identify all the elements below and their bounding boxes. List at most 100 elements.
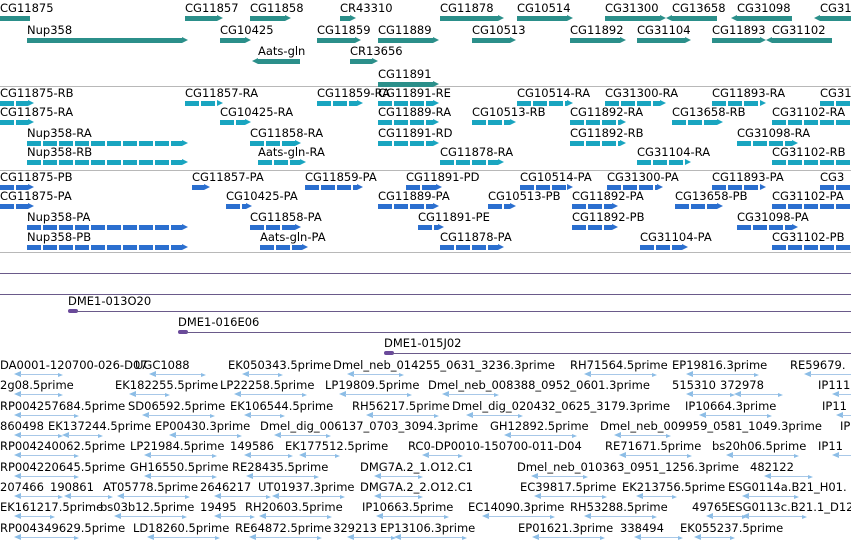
transcript-feature[interactable]: CG10513-RB xyxy=(472,106,570,126)
gene-feature[interactable]: CR43310 xyxy=(340,2,420,22)
protein-feature[interactable]: Nup358-PB xyxy=(27,231,242,251)
protein-feature[interactable]: CG31300-PA xyxy=(607,171,717,191)
transcript-feature[interactable]: CG31 xyxy=(820,87,851,107)
transcript-feature[interactable]: CG10514-RA xyxy=(517,87,627,107)
transcript-feature[interactable]: CG11892-RB xyxy=(570,127,680,147)
transcript-feature[interactable]: CG10425-RA xyxy=(220,106,305,126)
transcript-feature[interactable]: CG31104-RA xyxy=(637,146,745,166)
transcript-feature[interactable]: CG11891-RD xyxy=(378,127,493,147)
transcript-feature[interactable]: Nup358-RB xyxy=(27,146,242,166)
gene-feature[interactable]: CG11891 xyxy=(378,68,493,88)
transcript-label: CG10514-RA xyxy=(517,86,591,100)
gene-feature[interactable]: CG31098 xyxy=(731,2,851,22)
transcript-feature[interactable]: CG31102-RA xyxy=(772,106,851,126)
transcript-feature[interactable]: CG11875-RB xyxy=(0,87,88,107)
protein-feature[interactable]: Nup358-PA xyxy=(27,211,242,231)
gene-feature[interactable]: CG11875 xyxy=(0,2,90,22)
protein-feature[interactable]: CG13658-PB xyxy=(675,190,777,210)
bac-clone-feature[interactable]: DME1-015J02 xyxy=(384,337,851,357)
gene-feature[interactable]: CG31104 xyxy=(637,24,745,44)
gene-feature[interactable]: Aats-gln xyxy=(252,45,360,65)
gene-feature[interactable]: CG31300 xyxy=(605,2,720,22)
est-span-line xyxy=(278,496,340,497)
est-span-line xyxy=(428,455,458,456)
gene-feature[interactable]: CG10514 xyxy=(517,2,627,22)
est-span-line xyxy=(220,496,266,497)
gene-feature[interactable]: CG11857 xyxy=(185,2,277,22)
protein-feature[interactable]: CG31104-PA xyxy=(640,231,742,251)
protein-label: CG11889-PA xyxy=(378,189,450,203)
protein-feature[interactable]: CG11857-PA xyxy=(192,171,272,191)
bac-clone-feature[interactable]: DME1-016E06 xyxy=(178,316,851,336)
protein-label: CG11891-PD xyxy=(406,170,480,184)
gene-feature[interactable]: CG11859 xyxy=(317,24,415,44)
transcript-feature[interactable]: CG31300-RA xyxy=(605,87,720,107)
transcript-feature[interactable]: CG11857-RA xyxy=(185,87,277,107)
protein-feature[interactable]: CG11875-PB xyxy=(0,171,88,191)
transcript-feature[interactable]: CG11891-RE xyxy=(378,87,493,107)
gene-feature[interactable]: CG11858 xyxy=(250,2,345,22)
gene-feature[interactable]: CG10513 xyxy=(472,24,570,44)
protein-glyph xyxy=(27,245,182,250)
protein-feature[interactable]: CG10514-PA xyxy=(520,171,627,191)
transcript-feature[interactable]: Nup358-RA xyxy=(27,127,242,147)
transcript-feature[interactable]: CG11889-RA xyxy=(378,106,493,126)
protein-label: CG11859-PA xyxy=(305,170,377,184)
gene-feature[interactable]: CG11878 xyxy=(440,2,558,22)
gene-feature[interactable]: CG11892 xyxy=(570,24,680,44)
gene-glyph xyxy=(340,16,350,21)
gene-feature[interactable]: CG31 xyxy=(814,2,851,22)
protein-feature[interactable]: CG11875-PA xyxy=(0,190,88,210)
gene-feature[interactable]: CG13658 xyxy=(666,1,777,22)
protein-feature[interactable]: CG11892-PB xyxy=(572,211,672,231)
transcript-feature[interactable]: CG31102-RB xyxy=(772,146,851,166)
gene-feature[interactable]: CG31102 xyxy=(766,24,851,44)
transcript-feature[interactable]: CG13658-RB xyxy=(672,106,777,126)
gene-glyph xyxy=(672,16,717,21)
protein-feature[interactable]: CG10425-PA xyxy=(226,190,306,210)
est-arrow-icon xyxy=(614,432,621,438)
transcript-feature[interactable]: CG11858-RA xyxy=(250,127,355,147)
protein-feature[interactable]: CG11878-PA xyxy=(440,231,558,251)
est-span-line xyxy=(705,415,767,416)
est-end-tick xyxy=(74,475,79,479)
protein-feature[interactable]: CG31102-PA xyxy=(772,190,851,210)
gene-feature[interactable]: Nup358 xyxy=(27,24,242,44)
transcript-feature[interactable]: CG11875-RA xyxy=(0,106,88,126)
gene-feature[interactable]: CG11893 xyxy=(712,24,820,44)
transcript-feature[interactable]: CG31098-RA xyxy=(737,127,851,147)
transcript-feature[interactable]: CG11892-RA xyxy=(570,106,680,126)
direction-arrow-icon xyxy=(300,159,306,165)
est-span-line xyxy=(153,537,215,538)
protein-feature[interactable]: CG11892-PA xyxy=(572,190,672,210)
protein-feature[interactable]: CG11891-PE xyxy=(418,211,498,231)
bac-clone-feature[interactable]: DME1-013O20 xyxy=(68,295,851,315)
est-label: LP22258.5prime xyxy=(220,378,315,392)
protein-feature[interactable]: CG11893-PA xyxy=(712,171,820,191)
protein-feature[interactable]: CG11858-PA xyxy=(250,211,355,231)
direction-arrow-icon xyxy=(433,203,439,209)
transcript-feature[interactable]: CG11859-RA xyxy=(317,87,417,107)
protein-feature[interactable]: CG11859-PA xyxy=(305,171,417,191)
protein-feature[interactable]: CG11889-PA xyxy=(378,190,493,210)
gene-feature[interactable]: CR13656 xyxy=(350,45,432,65)
protein-glyph xyxy=(0,185,28,190)
gene-feature[interactable]: CG11889 xyxy=(378,24,493,44)
direction-arrow-icon xyxy=(182,244,188,250)
protein-feature[interactable]: CG11891-PD xyxy=(406,171,496,191)
protein-label: CG11875-PA xyxy=(0,189,72,203)
protein-feature[interactable]: CG31098-PA xyxy=(737,211,851,231)
transcript-feature[interactable]: Aats-gln-RA xyxy=(258,146,360,166)
est-arrow-icon xyxy=(836,412,843,418)
protein-feature[interactable]: CG31102-PB xyxy=(772,231,851,251)
protein-feature[interactable]: Aats-gln-PA xyxy=(260,231,362,251)
protein-feature[interactable]: CG3 xyxy=(820,171,851,191)
est-span-line xyxy=(640,537,678,538)
gene-label: CG13658 xyxy=(672,1,726,15)
est-label: UT01937.3prime xyxy=(258,480,355,494)
protein-feature[interactable]: CG10513-PB xyxy=(488,190,570,210)
transcript-feature[interactable]: CG11878-RA xyxy=(440,146,558,166)
gene-feature[interactable]: CG10425 xyxy=(220,24,305,44)
transcript-feature[interactable]: CG11893-RA xyxy=(712,87,820,107)
est-span-line xyxy=(265,516,327,517)
